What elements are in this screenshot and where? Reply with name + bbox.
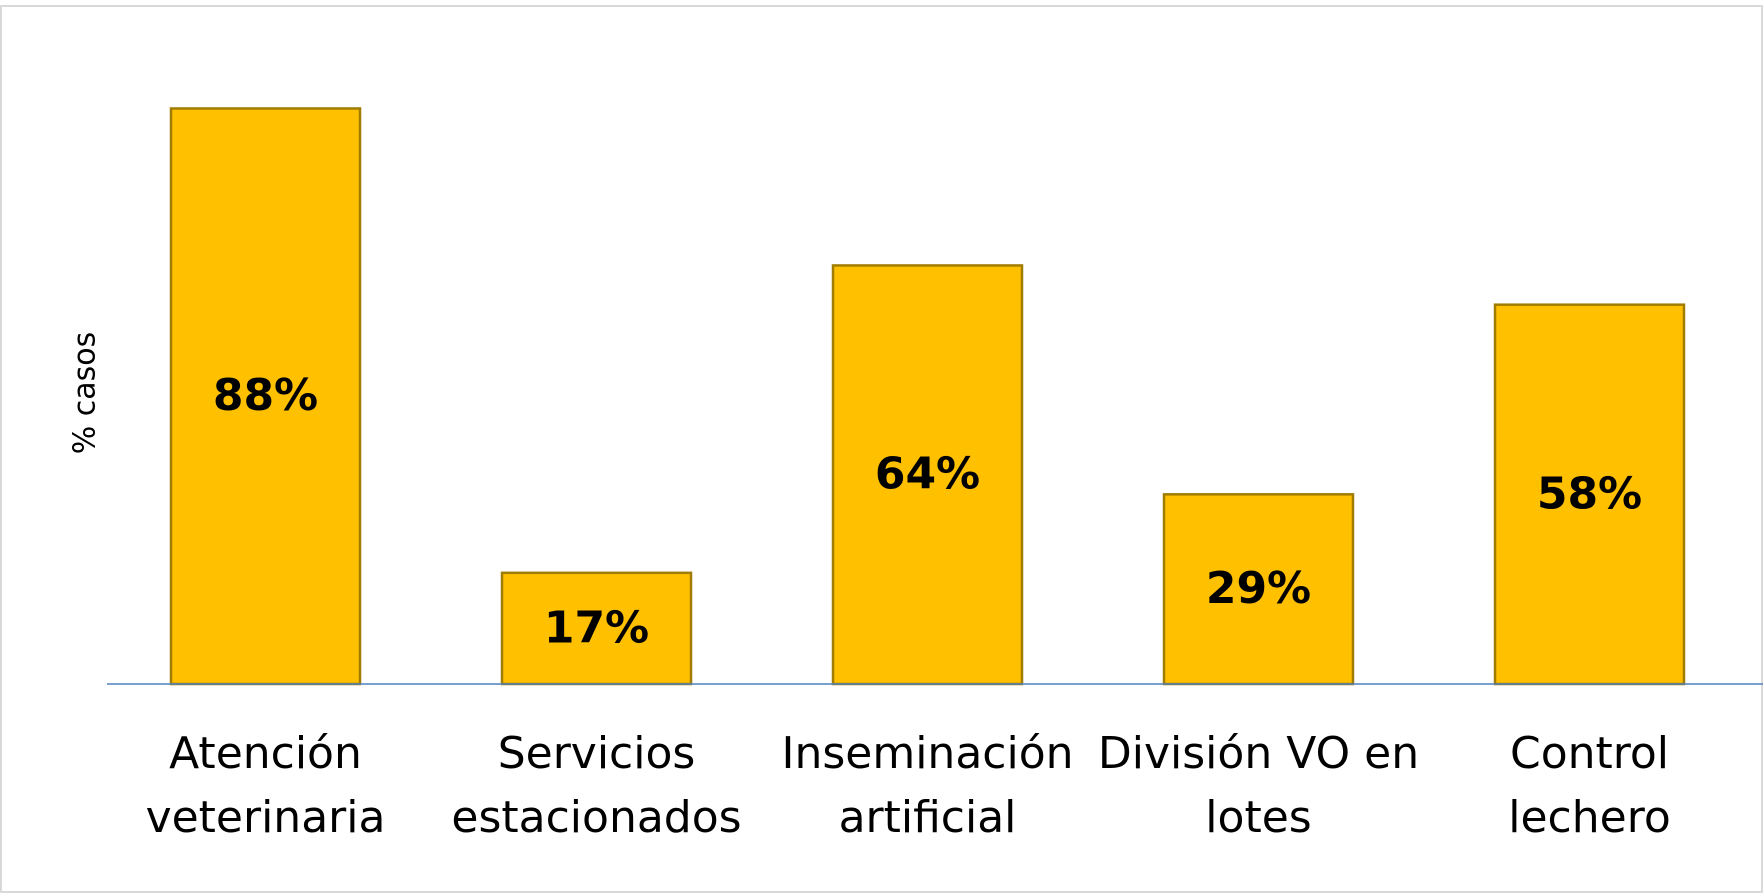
data-label: 88% — [213, 370, 318, 421]
y-axis-label: % casos — [68, 332, 103, 455]
x-tick-label: Inseminación artificial — [781, 728, 1074, 843]
bar — [831, 264, 1024, 686]
data-label: 64% — [875, 449, 980, 500]
x-tick-label: División VO en lotes — [1097, 728, 1420, 843]
data-label: 17% — [544, 602, 649, 653]
bar — [169, 107, 362, 686]
data-label: 58% — [1537, 468, 1642, 519]
x-tick-label: Control lechero — [1508, 728, 1671, 843]
data-label: 29% — [1206, 563, 1311, 614]
frame — [0, 5, 1763, 893]
bar — [500, 571, 693, 686]
x-tick-label: Atención veterinaria — [145, 728, 386, 843]
x-tick-label: Servicios estacionados — [451, 728, 742, 843]
